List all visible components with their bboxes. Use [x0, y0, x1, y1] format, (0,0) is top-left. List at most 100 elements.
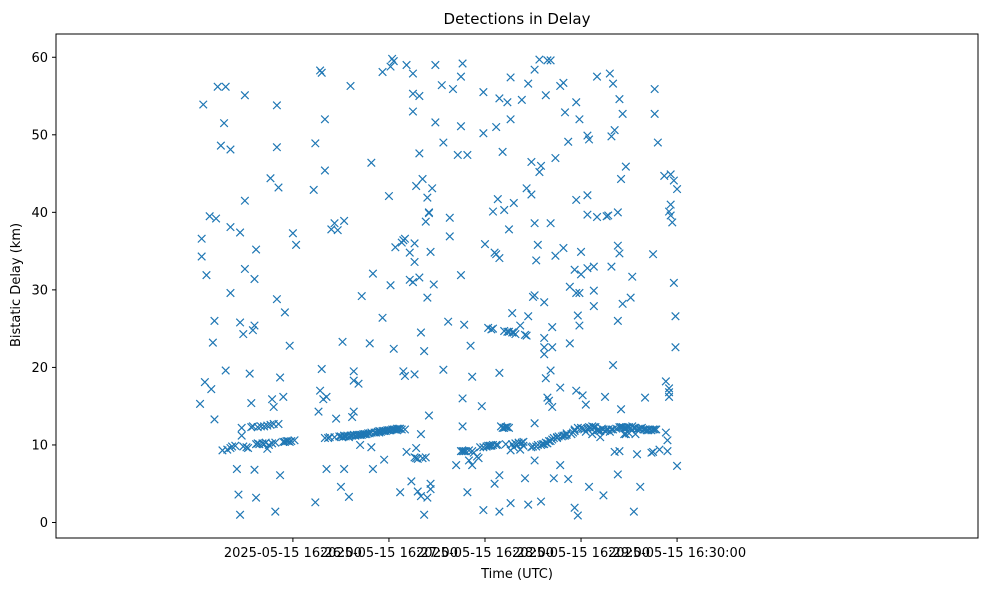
data-point: [311, 498, 320, 507]
data-point: [367, 443, 376, 452]
data-point: [519, 441, 528, 450]
data-point: [629, 507, 639, 516]
x-tick-label: 2025-05-15 16:29:00: [512, 546, 650, 561]
data-point: [541, 91, 551, 100]
data-point: [418, 174, 427, 184]
data-point: [453, 150, 462, 160]
data-point: [423, 293, 432, 302]
data-point: [589, 262, 599, 271]
data-point: [583, 210, 592, 219]
data-point: [584, 135, 594, 144]
data-point: [347, 412, 357, 422]
data-point: [477, 401, 487, 411]
data-point: [536, 497, 546, 506]
data-point: [235, 228, 245, 237]
data-point: [322, 392, 331, 402]
data-point: [495, 368, 504, 378]
data-point: [498, 147, 507, 157]
data-point: [426, 247, 435, 257]
y-tick-label: 60: [31, 51, 48, 66]
data-point: [439, 365, 448, 374]
data-point: [563, 137, 573, 147]
data-point: [664, 384, 674, 393]
data-point: [311, 139, 320, 148]
data-point: [523, 312, 533, 321]
data-point: [668, 218, 677, 227]
data-point: [415, 91, 424, 101]
data-point: [666, 170, 675, 179]
data-point: [559, 243, 568, 253]
data-point: [621, 429, 631, 439]
data-point: [661, 428, 671, 437]
data-point: [263, 421, 272, 430]
data-point: [669, 176, 679, 185]
data-point: [355, 440, 365, 450]
data-point: [495, 94, 504, 103]
data-point: [419, 346, 429, 356]
data-point: [541, 374, 551, 383]
data-point: [232, 464, 242, 474]
data-point: [539, 343, 549, 352]
data-point: [672, 461, 682, 471]
data-point: [399, 367, 408, 376]
data-point: [461, 446, 471, 456]
data-point: [400, 425, 410, 434]
data-point: [547, 343, 557, 352]
data-point: [663, 446, 672, 456]
data-point: [652, 425, 661, 434]
data-point: [290, 436, 299, 445]
data-point: [243, 443, 253, 453]
data-point: [408, 107, 418, 116]
data-point: [426, 484, 435, 494]
data-point: [547, 322, 557, 332]
data-point: [466, 341, 475, 350]
data-point: [226, 145, 235, 154]
data-point: [650, 109, 659, 119]
data-point: [573, 511, 583, 520]
data-point: [259, 422, 269, 431]
data-point: [546, 218, 555, 228]
data-point: [411, 181, 421, 191]
data-point: [357, 291, 366, 301]
data-point: [479, 129, 488, 138]
data-point: [504, 423, 514, 433]
data-point: [575, 321, 584, 330]
data-point: [443, 317, 453, 326]
data-point: [431, 60, 440, 70]
data-point: [266, 420, 275, 430]
data-point: [520, 474, 530, 483]
data-point: [266, 173, 275, 183]
data-point: [271, 438, 280, 447]
plot-frame: [55, 33, 979, 539]
data-point: [368, 269, 378, 278]
data-point: [551, 153, 560, 163]
data-point: [549, 474, 559, 483]
y-tick-label: 20: [31, 361, 48, 376]
data-point: [648, 447, 658, 457]
data-point: [600, 392, 610, 402]
data-point: [338, 337, 347, 347]
data-point: [248, 325, 258, 335]
data-point: [269, 402, 278, 412]
data-point: [416, 328, 426, 337]
data-point: [415, 149, 424, 158]
data-point: [607, 132, 616, 141]
data-point: [416, 491, 426, 501]
data-point: [671, 312, 680, 321]
data-point: [592, 72, 602, 81]
data-point: [333, 225, 342, 235]
data-point: [615, 446, 624, 456]
data-points: [195, 54, 682, 520]
data-point: [195, 399, 205, 409]
data-point: [349, 367, 358, 376]
data-point: [530, 456, 539, 465]
data-point: [445, 232, 454, 241]
data-point: [672, 184, 682, 194]
data-point: [421, 453, 430, 462]
data-point: [607, 262, 616, 271]
data-point: [572, 195, 581, 205]
data-point: [421, 217, 430, 226]
data-point: [531, 256, 541, 265]
data-point: [424, 208, 434, 217]
